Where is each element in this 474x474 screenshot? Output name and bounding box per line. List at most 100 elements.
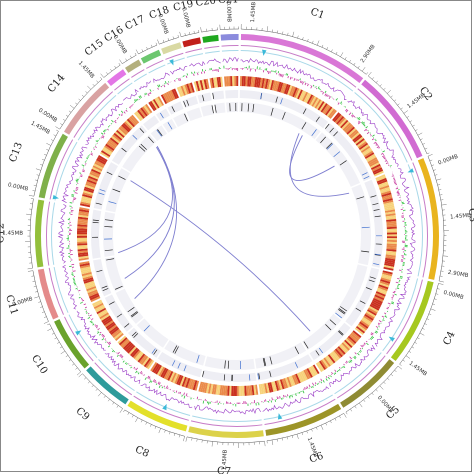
origin-marker bbox=[277, 413, 283, 420]
heatmap-cell bbox=[287, 85, 293, 96]
tick-mark bbox=[438, 189, 442, 191]
tick-mark bbox=[50, 139, 54, 141]
tick-label: 0.00MB bbox=[7, 182, 29, 192]
heatmap-cell bbox=[300, 91, 307, 101]
feature-mark bbox=[373, 209, 380, 211]
gc-skew-bar bbox=[122, 360, 125, 363]
tick-mark bbox=[424, 147, 428, 150]
gc-skew-bar bbox=[84, 306, 88, 309]
gc-skew-bar bbox=[397, 278, 400, 280]
heatmap-cell bbox=[252, 76, 256, 87]
heatmap-cell bbox=[187, 378, 193, 389]
feature-mark bbox=[133, 333, 139, 338]
heatmap-cell bbox=[190, 379, 196, 390]
gc-skew-bar bbox=[106, 341, 109, 343]
heatmap-cell bbox=[297, 89, 303, 100]
gc-skew-bar bbox=[143, 374, 145, 376]
heatmap-cell bbox=[166, 91, 173, 102]
feature-mark bbox=[106, 258, 115, 261]
heatmap-cell bbox=[372, 297, 383, 304]
gc-skew-bar bbox=[364, 128, 367, 132]
gc-skew-bar bbox=[107, 345, 111, 348]
gc-skew-bar bbox=[320, 381, 323, 384]
heatmap-cell bbox=[351, 132, 361, 141]
heatmap-cell bbox=[78, 214, 89, 218]
gc-skew-bar bbox=[305, 387, 307, 390]
heatmap-cell bbox=[360, 145, 371, 153]
heatmap-cell bbox=[229, 385, 232, 396]
tick-mark bbox=[375, 80, 378, 83]
background-ring bbox=[167, 101, 184, 115]
feature-mark bbox=[99, 189, 106, 192]
heatmap-cell bbox=[117, 335, 127, 344]
tick-mark bbox=[119, 59, 123, 64]
heatmap-cell bbox=[178, 86, 185, 97]
heatmap-cell bbox=[110, 327, 120, 336]
tick-mark bbox=[340, 52, 344, 57]
tick-mark bbox=[297, 35, 299, 39]
gc-skew-bar bbox=[324, 90, 327, 94]
gc-skew-bar bbox=[79, 172, 82, 174]
tick-mark bbox=[91, 385, 94, 388]
heatmap-cell bbox=[384, 207, 395, 212]
heatmap-cell bbox=[253, 384, 257, 396]
heatmap-cell bbox=[346, 337, 356, 346]
chromosome-band-c16 bbox=[125, 59, 142, 73]
heatmap-cell bbox=[384, 259, 395, 264]
heatmap-cell bbox=[323, 105, 331, 115]
gc-skew-bar bbox=[76, 186, 79, 189]
gc-skew-bar bbox=[91, 318, 94, 321]
heatmap-cell bbox=[372, 167, 383, 174]
heatmap-cell bbox=[96, 307, 107, 315]
gc-skew-bar bbox=[78, 289, 81, 292]
feature-mark bbox=[106, 171, 113, 175]
heatmap-cell bbox=[80, 266, 91, 271]
heatmap-cell bbox=[276, 380, 281, 391]
gc-skew-bar bbox=[339, 366, 341, 369]
heatmap-cell bbox=[77, 237, 88, 240]
heatmap-cell bbox=[155, 97, 163, 107]
heatmap-cell bbox=[306, 368, 313, 378]
heatmap-cell bbox=[378, 284, 389, 290]
feature-mark bbox=[335, 312, 342, 319]
feature-mark bbox=[143, 325, 150, 332]
heatmap-cell bbox=[138, 108, 147, 118]
heatmap-cell bbox=[359, 144, 370, 152]
heatmap-cell bbox=[361, 147, 372, 155]
tick-mark bbox=[135, 49, 139, 55]
heatmap-cell bbox=[337, 346, 346, 355]
heatmap-cell bbox=[293, 87, 300, 98]
gc-skew-bar bbox=[373, 141, 377, 144]
gc-skew-bar bbox=[334, 372, 337, 375]
heatmap-cell bbox=[186, 83, 192, 94]
heatmap-cell bbox=[98, 155, 108, 162]
heatmap-cell bbox=[111, 135, 121, 144]
gc-skew-bar bbox=[101, 338, 105, 341]
background-ring bbox=[104, 294, 133, 332]
heatmap-cell bbox=[105, 143, 115, 151]
background-ring bbox=[213, 102, 226, 114]
heatmap-cell bbox=[236, 385, 239, 396]
tick-mark bbox=[38, 301, 41, 303]
heatmap-cell bbox=[85, 182, 96, 188]
gene-track-outer bbox=[131, 69, 145, 78]
tick-mark bbox=[100, 73, 104, 78]
heatmap-cell bbox=[88, 291, 99, 297]
chromosome-band-c7 bbox=[188, 426, 264, 438]
gc-skew-bar bbox=[383, 156, 386, 159]
tick-mark bbox=[339, 415, 341, 419]
tick-mark bbox=[287, 32, 289, 36]
heatmap-cell bbox=[102, 148, 112, 156]
feature-mark bbox=[124, 323, 130, 328]
gc-skew-bar bbox=[308, 384, 311, 388]
gene-track-inner bbox=[53, 266, 69, 313]
heatmap-cell bbox=[290, 375, 296, 386]
chromosome-band-c6 bbox=[265, 403, 342, 436]
gc-skew-bar bbox=[191, 71, 193, 75]
synteny-link bbox=[130, 180, 311, 332]
gene-track-inner bbox=[334, 352, 382, 395]
gene-track-inner bbox=[98, 359, 135, 392]
heatmap-cell bbox=[273, 80, 278, 91]
tick-mark bbox=[60, 350, 66, 355]
gc-skew-bar bbox=[394, 182, 397, 185]
